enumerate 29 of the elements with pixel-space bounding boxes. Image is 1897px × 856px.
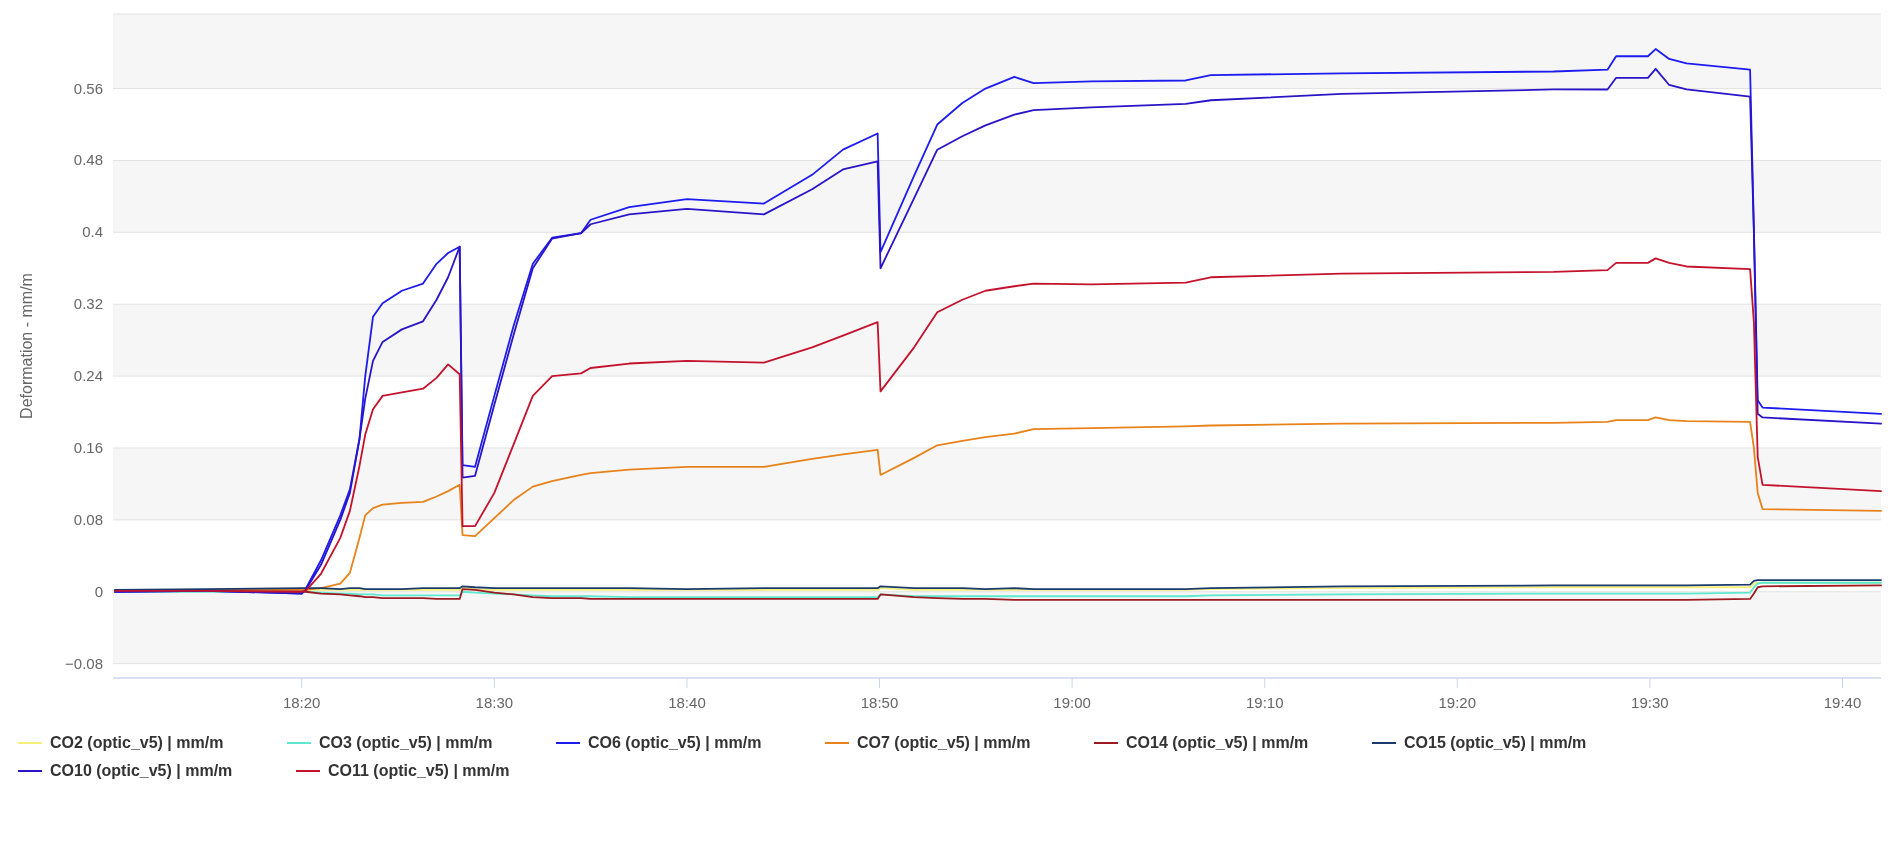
y-tick-label: 0.08 xyxy=(73,510,103,528)
y-tick-label: 0.24 xyxy=(73,367,103,385)
x-tick-label: 18:50 xyxy=(860,694,899,711)
y-tick-label: −0.08 xyxy=(65,654,103,672)
x-tick-label: 18:30 xyxy=(475,694,514,711)
x-tick-label: 19:20 xyxy=(1438,694,1477,711)
y-tick-label: 0.48 xyxy=(73,151,103,169)
legend-label: CO11 (optic_v5) | mm/m xyxy=(328,762,510,779)
x-tick-label: 19:30 xyxy=(1631,694,1669,711)
y-tick-label: 0.32 xyxy=(73,295,103,313)
legend-label: CO14 (optic_v5) | mm/m xyxy=(1126,734,1309,751)
legend-label: CO2 (optic_v5) | mm/m xyxy=(50,734,224,751)
x-tick-label: 19:40 xyxy=(1823,694,1862,711)
y-axis-title: Deformation - mm/m xyxy=(18,273,35,419)
legend-label: CO7 (optic_v5) | mm/m xyxy=(857,734,1031,751)
y-tick-label: 0.16 xyxy=(73,438,103,456)
legend-label: CO6 (optic_v5) | mm/m xyxy=(588,734,762,751)
line-series xyxy=(114,579,1882,591)
y-tick-label: 0 xyxy=(94,582,103,600)
line-series xyxy=(114,257,1882,593)
legend-label: CO10 (optic_v5) | mm/m xyxy=(50,762,233,779)
legend-label: CO3 (optic_v5) | mm/m xyxy=(319,734,493,751)
x-tick-label: 18:40 xyxy=(668,694,706,711)
x-tick-label: 19:00 xyxy=(1053,694,1091,711)
y-tick-label: 0.56 xyxy=(73,79,103,97)
x-tick-label: 19:10 xyxy=(1245,694,1284,711)
y-tick-label: 0.4 xyxy=(82,223,103,241)
legend-label: CO15 (optic_v5) | mm/m xyxy=(1404,734,1587,751)
x-tick-label: 18:20 xyxy=(282,694,321,711)
